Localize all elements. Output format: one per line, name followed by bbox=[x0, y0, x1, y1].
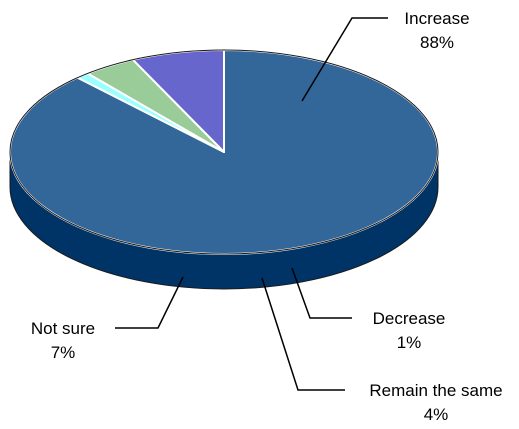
label-not-sure: Not sure bbox=[31, 319, 95, 338]
leader-line-decrease bbox=[291, 267, 352, 319]
pie-outline bbox=[9, 49, 439, 255]
value-label-decrease: 1% bbox=[397, 333, 422, 352]
value-label-remain-the-same: 4% bbox=[424, 405, 449, 424]
value-label-not-sure: 7% bbox=[51, 343, 76, 362]
leader-line-remain-the-same bbox=[261, 277, 345, 391]
leader-line-increase bbox=[301, 17, 388, 102]
label-decrease: Decrease bbox=[373, 309, 446, 328]
leader-lines bbox=[115, 17, 388, 391]
pie-tops bbox=[9, 49, 439, 255]
data-labels: Increase 88% Decrease 1% Remain the same 4% No… bbox=[31, 9, 503, 424]
value-label-increase: 88% bbox=[420, 33, 454, 52]
leader-line-not-sure bbox=[115, 276, 184, 329]
label-increase: Increase bbox=[404, 9, 469, 28]
label-remain-the-same: Remain the same bbox=[369, 381, 502, 400]
